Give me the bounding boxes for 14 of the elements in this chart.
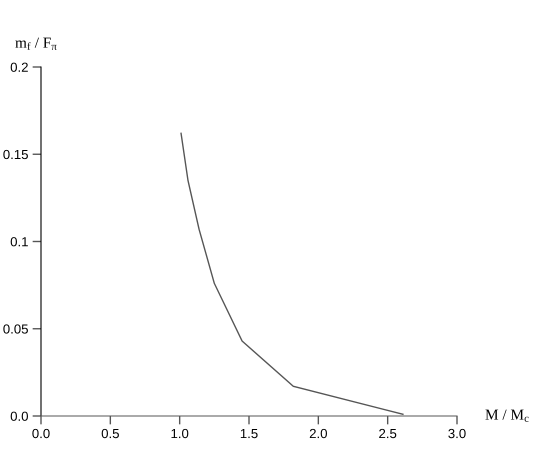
x-tick-label: 2.5 [379, 428, 396, 438]
x-tick-label: 1.5 [240, 428, 258, 438]
y-axis-title: m$_{f}$ / F$_{π}$ [15, 38, 57, 50]
y-tick-label: 0.05 [3, 324, 28, 334]
x-tick-label: 3.0 [448, 428, 466, 438]
x-tick-label: 0.5 [102, 428, 119, 438]
y-tick-label: 0.0 [10, 412, 28, 421]
x-axis-title: M / M$_{c}$ [485, 410, 529, 422]
x-tick-label: 0.0 [32, 428, 50, 438]
x-tick-label: 2.0 [310, 428, 327, 438]
y-tick-label: 0.1 [10, 237, 28, 246]
y-tick-label: 0.15 [3, 150, 28, 160]
x-tick-label: 1.0 [172, 428, 188, 438]
y-tick-label: 0.2 [10, 62, 28, 72]
